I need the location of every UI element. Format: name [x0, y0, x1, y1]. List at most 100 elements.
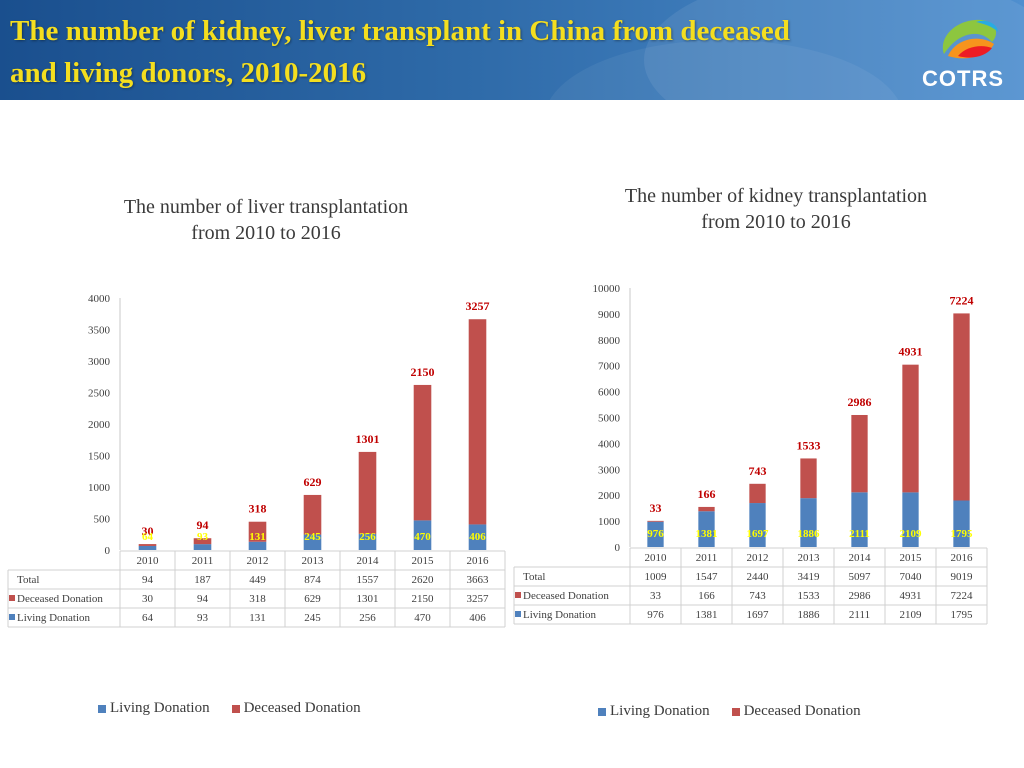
kidney-deceased-data-label: 1533: [797, 438, 821, 452]
kidney-bar-deceased: [749, 483, 766, 504]
liver-ytick-label: 3500: [88, 325, 111, 337]
liver-table-cell: 64: [142, 612, 154, 624]
kidney-table-cell: 1009: [645, 571, 668, 583]
liver-table-cell: 629: [304, 593, 321, 605]
kidney-table-cell: 7040: [900, 571, 923, 583]
kidney-chart-title-line2: from 2010 to 2016: [701, 211, 851, 233]
liver-living-data-label: 64: [142, 531, 154, 543]
kidney-table-cell: 1533: [798, 590, 821, 602]
kidney-table-cell: 1886: [798, 609, 821, 621]
liver-deceased-data-label: 30: [142, 524, 154, 538]
kidney-bar-deceased: [953, 313, 970, 501]
liver-living-data-label: 131: [249, 531, 266, 543]
liver-bar-deceased: [138, 544, 157, 546]
liver-category-label: 2014: [357, 555, 380, 567]
liver-bar-deceased: [193, 538, 212, 545]
liver-legend-deceased-label: Deceased Donation: [243, 700, 361, 716]
kidney-legend: Living Donation Deceased Donation: [598, 703, 883, 720]
kidney-ytick-label: 9000: [598, 309, 621, 321]
kidney-bar-living: [902, 492, 919, 547]
kidney-category-label: 2014: [849, 552, 872, 564]
kidney-table-row-label: Living Donation: [523, 609, 597, 621]
liver-table-row-swatch: [9, 614, 15, 620]
kidney-deceased-data-label: 2986: [848, 395, 872, 409]
kidney-legend-deceased-label: Deceased Donation: [743, 703, 861, 719]
liver-legend-living: Living Donation: [98, 700, 210, 717]
kidney-deceased-data-label: 33: [650, 501, 662, 515]
kidney-category-label: 2010: [645, 552, 668, 564]
kidney-chart-title: The number of kidney transplantation fro…: [586, 183, 966, 235]
liver-category-label: 2013: [302, 555, 325, 567]
liver-table-cell: 874: [304, 574, 321, 586]
kidney-legend-living: Living Donation: [598, 703, 710, 720]
liver-chart-title-line2: from 2010 to 2016: [191, 222, 341, 244]
kidney-ytick-label: 10000: [593, 283, 621, 295]
liver-table-row-swatch: [9, 595, 15, 601]
liver-table-cell: 449: [249, 574, 266, 586]
liver-table-cell: 2150: [412, 593, 435, 605]
kidney-ytick-label: 2000: [598, 490, 621, 502]
kidney-table-cell: 976: [647, 609, 664, 621]
kidney-living-data-label: 1795: [951, 528, 974, 540]
kidney-table-cell: 743: [749, 590, 766, 602]
kidney-table-cell: 4931: [900, 590, 922, 602]
liver-category-label: 2016: [467, 555, 490, 567]
kidney-bar-deceased: [902, 364, 919, 493]
kidney-bar-living: [953, 500, 970, 547]
liver-deceased-data-label: 1301: [356, 432, 380, 446]
liver-table-cell: 2620: [412, 574, 435, 586]
kidney-ytick-label: 5000: [598, 413, 621, 425]
liver-legend-living-label: Living Donation: [110, 700, 210, 716]
liver-bar-living: [413, 520, 432, 550]
liver-table-row-label: Total: [17, 574, 39, 586]
kidney-ytick-label: 7000: [598, 361, 621, 373]
kidney-table-row-swatch: [515, 592, 521, 598]
deceased-swatch: [231, 704, 240, 713]
liver-table-cell: 94: [142, 574, 154, 586]
liver-ytick-label: 1000: [88, 482, 111, 494]
kidney-legend-deceased: Deceased Donation: [731, 703, 861, 720]
cotrs-logo-text: COTRS: [922, 66, 1004, 91]
kidney-bar-living: [800, 498, 817, 547]
liver-bar-deceased: [468, 319, 487, 525]
liver-table-cell: 187: [194, 574, 211, 586]
liver-chart-title-line1: The number of liver transplantation: [123, 196, 409, 218]
liver-deceased-data-label: 629: [304, 475, 322, 489]
liver-table-cell: 406: [469, 612, 486, 624]
kidney-living-data-label: 1886: [798, 528, 821, 540]
kidney-category-label: 2011: [696, 552, 718, 564]
liver-bar-deceased: [413, 384, 432, 521]
liver-living-data-label: 256: [359, 531, 376, 543]
liver-ytick-label: 2000: [88, 419, 111, 431]
liver-deceased-data-label: 318: [249, 502, 267, 516]
kidney-deceased-data-label: 4931: [899, 345, 923, 359]
kidney-category-label: 2016: [951, 552, 974, 564]
liver-deceased-data-label: 2150: [411, 365, 435, 379]
kidney-category-label: 2015: [900, 552, 923, 564]
kidney-table-row-label: Total: [523, 571, 545, 583]
kidney-ytick-label: 6000: [598, 387, 621, 399]
kidney-table-row-swatch: [515, 611, 521, 617]
kidney-legend-living-label: Living Donation: [610, 703, 710, 719]
liver-table-cell: 1301: [357, 593, 379, 605]
cotrs-logo: COTRS: [916, 14, 1010, 94]
liver-bar-living: [138, 545, 157, 550]
kidney-ytick-label: 8000: [598, 335, 621, 347]
liver-table-cell: 256: [359, 612, 376, 624]
liver-living-data-label: 93: [197, 531, 209, 543]
liver-legend-deceased: Deceased Donation: [231, 700, 361, 717]
kidney-living-data-label: 976: [647, 528, 664, 540]
liver-living-data-label: 470: [414, 531, 431, 543]
liver-living-data-label: 406: [469, 531, 486, 543]
liver-ytick-label: 500: [94, 514, 111, 526]
kidney-bar-deceased: [851, 414, 868, 493]
liver-chart-title: The number of liver transplantation from…: [86, 194, 446, 246]
liver-deceased-data-label: 3257: [466, 299, 490, 313]
kidney-table-cell: 2440: [747, 571, 770, 583]
kidney-table-cell: 3419: [798, 571, 821, 583]
liver-table-cell: 470: [414, 612, 431, 624]
liver-table-cell: 1557: [357, 574, 380, 586]
liver-table-cell: 3257: [467, 593, 490, 605]
liver-bar-living: [303, 534, 322, 550]
liver-ytick-label: 3000: [88, 356, 111, 368]
